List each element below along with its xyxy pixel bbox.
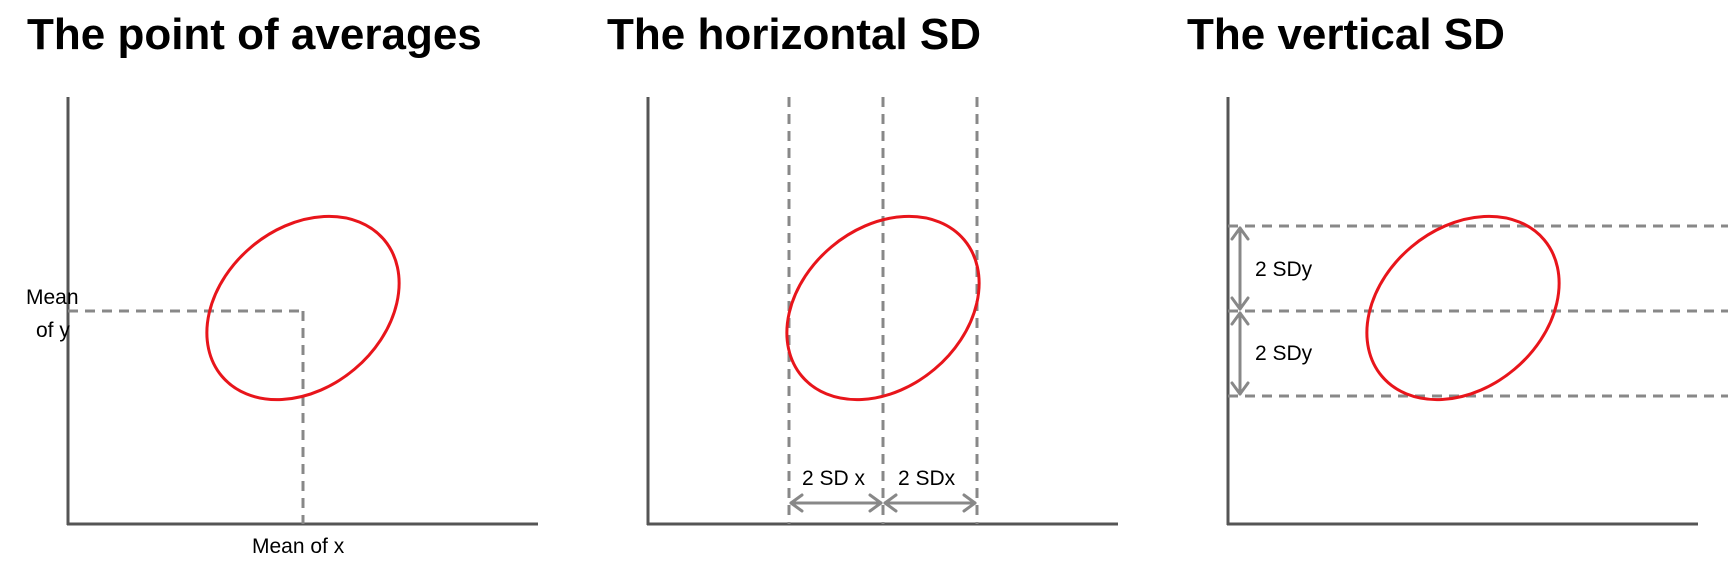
panel-vertical-sd: The vertical SD 2 SDy 2 SDy xyxy=(1160,0,1728,570)
right-sd-label: 2 SDx xyxy=(898,467,956,490)
point-of-averages-diagram: Mean of y Mean of x xyxy=(26,97,538,558)
panel-title: The horizontal SD xyxy=(607,10,981,59)
left-sd-arrow xyxy=(789,493,883,513)
data-cloud-ellipse xyxy=(785,214,981,402)
horizontal-sd-diagram: 2 SD x 2 SDx xyxy=(646,97,1118,526)
upper-sd-arrow xyxy=(1230,226,1250,311)
panel-horizontal-sd: The horizontal SD 2 SD x 2 SDx xyxy=(580,0,1156,570)
mean-x-label: Mean of x xyxy=(252,535,345,558)
left-sd-label: 2 SD x xyxy=(802,467,866,490)
mean-y-label-line2: of y xyxy=(36,319,70,342)
lower-sd-arrow xyxy=(1230,311,1250,396)
data-cloud-ellipse xyxy=(205,214,401,402)
data-cloud-ellipse xyxy=(1365,214,1561,402)
upper-sd-label: 2 SDy xyxy=(1255,258,1313,281)
lower-sd-label: 2 SDy xyxy=(1255,342,1313,365)
panel-point-of-averages: The point of averages Mean of y Mean of … xyxy=(0,0,576,570)
panel-title: The point of averages xyxy=(27,10,482,59)
mean-y-label-line1: Mean xyxy=(26,286,79,309)
panel-title: The vertical SD xyxy=(1187,10,1505,59)
right-sd-arrow xyxy=(883,493,977,513)
vertical-sd-diagram: 2 SDy 2 SDy xyxy=(1226,97,1728,526)
